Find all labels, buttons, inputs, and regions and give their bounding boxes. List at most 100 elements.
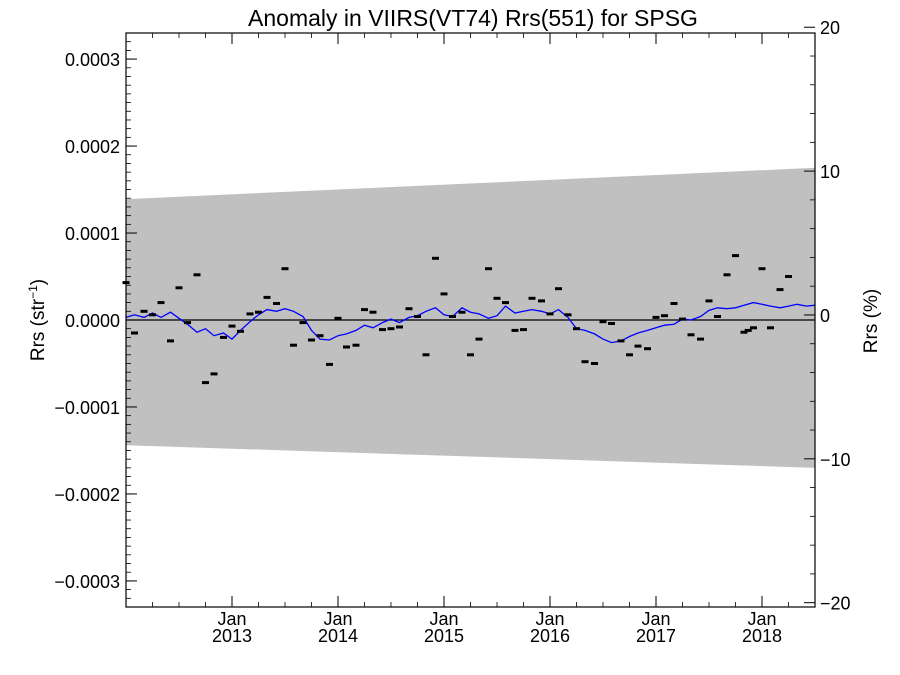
data-point — [687, 333, 695, 337]
data-point — [661, 314, 668, 318]
data-point — [546, 312, 554, 316]
data-point — [758, 267, 766, 271]
data-point — [157, 301, 165, 305]
x-tick-year: 2018 — [742, 626, 782, 646]
data-point — [246, 312, 254, 316]
data-point — [740, 330, 748, 334]
data-point — [750, 326, 757, 330]
data-point — [308, 338, 315, 342]
data-point — [352, 343, 360, 347]
x-tick-month: Jan — [535, 609, 564, 629]
left-axis-label: Rrs (str−1) — [26, 279, 49, 361]
data-point — [538, 299, 545, 303]
data-point — [149, 313, 156, 317]
data-point — [281, 267, 289, 271]
left-axis-label-text: Rrs (str — [28, 298, 49, 361]
left-tick-label: 0.0003 — [65, 50, 120, 70]
data-point — [193, 273, 201, 277]
data-point — [705, 299, 713, 303]
data-point — [723, 273, 731, 277]
data-point — [493, 296, 501, 300]
data-point — [670, 302, 678, 305]
data-point — [555, 287, 562, 291]
data-point — [626, 353, 633, 357]
data-point — [697, 337, 704, 341]
data-point — [334, 316, 342, 320]
data-point — [581, 360, 589, 364]
right-tick-label: 20 — [820, 18, 840, 38]
data-point — [414, 315, 421, 318]
data-point — [290, 343, 297, 347]
data-point — [422, 353, 430, 357]
data-point — [210, 372, 218, 376]
data-point — [502, 301, 509, 305]
x-tick-year: 2017 — [636, 626, 676, 646]
left-tick-label: −0.0002 — [54, 485, 120, 505]
data-point — [573, 327, 580, 331]
data-point — [255, 310, 262, 314]
data-point — [396, 325, 403, 329]
data-point — [776, 288, 784, 292]
data-point — [732, 254, 739, 258]
data-point — [405, 307, 413, 311]
x-tick-month: Jan — [747, 609, 776, 629]
x-tick-month: Jan — [641, 609, 670, 629]
uncertainty-band — [126, 167, 815, 468]
data-point — [361, 308, 368, 312]
data-point — [432, 256, 439, 260]
data-point — [263, 295, 271, 299]
data-point — [528, 296, 536, 300]
data-point — [644, 347, 651, 351]
data-point — [485, 267, 492, 271]
data-point — [714, 315, 721, 318]
x-tick-year: 2013 — [212, 626, 252, 646]
data-point — [652, 315, 660, 319]
right-tick-label: −20 — [820, 594, 851, 614]
x-tick-month: Jan — [217, 609, 246, 629]
x-tick-year: 2016 — [530, 626, 570, 646]
data-point — [599, 320, 607, 324]
data-point — [167, 339, 174, 343]
data-point — [449, 315, 456, 318]
data-point — [767, 326, 774, 330]
left-tick-label: 0.0001 — [65, 224, 120, 244]
data-point — [316, 334, 324, 338]
chart-title: Anomaly in VIIRS(VT74) Rrs(551) for SPSG — [248, 5, 698, 31]
data-point — [326, 362, 333, 366]
left-tick-label: 0.0000 — [65, 311, 120, 331]
data-point — [379, 328, 386, 332]
data-point — [634, 344, 642, 348]
data-point — [387, 327, 395, 331]
right-tick-label: −10 — [820, 450, 851, 470]
data-point — [273, 302, 280, 305]
left-tick-label: −0.0003 — [54, 572, 120, 592]
left-tick-label: −0.0001 — [54, 398, 120, 418]
data-point — [343, 345, 350, 349]
data-point — [785, 275, 792, 278]
data-point — [679, 317, 686, 321]
left-axis-label-close: ) — [28, 279, 49, 285]
data-point — [131, 331, 138, 335]
data-point — [458, 310, 466, 314]
data-point — [175, 286, 183, 290]
data-point — [744, 328, 752, 332]
data-point — [369, 310, 377, 314]
data-point — [608, 322, 615, 325]
data-point — [184, 321, 191, 325]
data-point — [299, 321, 307, 325]
data-point — [475, 337, 483, 341]
left-axis-label-unit-exponent: −1 — [26, 285, 40, 299]
right-tick-label: 10 — [820, 162, 840, 182]
data-point — [228, 324, 236, 328]
x-tick-year: 2014 — [318, 626, 358, 646]
data-point — [520, 328, 527, 332]
data-point — [591, 362, 598, 365]
left-tick-label: 0.0002 — [65, 137, 120, 157]
data-point — [440, 292, 448, 296]
data-point — [617, 339, 625, 343]
x-tick-year: 2015 — [424, 626, 464, 646]
x-tick-month: Jan — [323, 609, 352, 629]
x-tick-month: Jan — [429, 609, 458, 629]
data-point — [220, 335, 227, 339]
